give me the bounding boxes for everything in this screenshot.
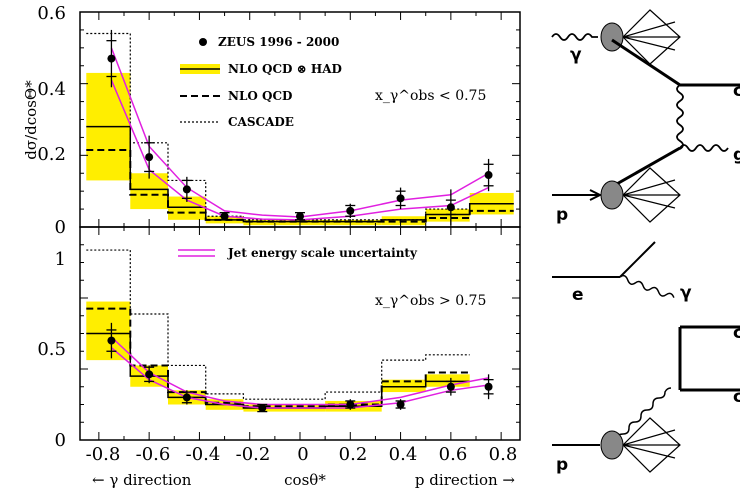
proton-remnant-blob-2: [600, 430, 624, 460]
data-point-L-3: [258, 404, 267, 413]
data-point-L-5: [396, 400, 405, 409]
legend-nlohad: NLO QCD ⊗ HAD: [228, 62, 342, 76]
data-point-L-1: [145, 370, 154, 379]
legend-cascade: CASCADE: [228, 115, 294, 129]
data-point-L-2: [182, 393, 191, 402]
p-direction-label: p direction →: [415, 471, 516, 489]
x-tick-1: -0.6: [136, 444, 171, 465]
lower-panel: 1 0.5 0 Jet energy scale uncertainty x_γ…: [37, 226, 521, 451]
gluon-exchange: [676, 84, 684, 150]
legend-jes: Jet energy scale uncertainty: [227, 246, 418, 260]
proton-remnant-blob: [600, 180, 624, 210]
hist-cascade-L: [86, 249, 470, 400]
data-point-U-3: [220, 212, 229, 221]
x-tick-6: 0.4: [389, 444, 418, 465]
x-tick-3: -0.2: [236, 444, 271, 465]
x-axis-label: cosθ*: [284, 471, 326, 489]
y-tick-lower-2: 0: [55, 430, 66, 451]
legend-marker-zeus: [199, 38, 207, 46]
x-tick-2: -0.4: [186, 444, 221, 465]
gamma-label-2: γ: [680, 283, 692, 303]
g-label: g: [733, 145, 740, 165]
c-label-2: c: [733, 323, 740, 343]
photon-remnant-jets: [622, 9, 681, 65]
band-bin-U-7: [425, 209, 470, 222]
data-point-U-1: [145, 153, 154, 162]
y-tick-upper-1: 0.4: [37, 79, 66, 100]
jes-line-upper-L: [110, 336, 489, 406]
legend-nlo: NLO QCD: [228, 89, 292, 103]
gluon-out: [679, 144, 729, 152]
data-point-L-4: [346, 400, 355, 409]
jes-line-upper-U: [110, 47, 489, 218]
legend-zeus: ZEUS 1996 - 2000: [218, 35, 339, 49]
e-label: e: [572, 285, 584, 305]
band-bin-U-2: [168, 196, 206, 220]
upper-panel: 0.6 0.4 0.2 0 dσ/dcosΘ* ZEUS 1996 - 2000…: [22, 3, 521, 238]
y-axis-label: dσ/dcosΘ*: [22, 80, 40, 160]
electron-line-out: [619, 241, 656, 278]
data-point-U-7: [446, 203, 455, 212]
feynman-diagram-direct: e γ c c̄ p: [552, 241, 740, 475]
band-bin-L-6: [381, 379, 426, 393]
x-tick-7: 0.6: [439, 444, 468, 465]
proton-remnant-jets-2: [622, 417, 681, 473]
exchanged-photon: [619, 274, 675, 298]
proton-remnant-jets: [622, 167, 681, 223]
gamma-label: γ: [570, 45, 582, 65]
data-point-U-5: [346, 206, 355, 215]
data-point-U-4: [296, 212, 304, 221]
y-tick-upper-3: 0: [55, 217, 66, 238]
hist-nlo-had-U: [86, 125, 514, 223]
p-label-2: p: [556, 455, 568, 475]
gluon-in-line: [614, 146, 681, 187]
jes-line-lower-U: [110, 79, 489, 221]
p-label-1: p: [556, 205, 568, 225]
gamma-direction-label: ← γ direction: [92, 471, 192, 489]
annotation-lower: x_γ^obs > 0.75: [375, 293, 486, 309]
data-point-L-0: [107, 336, 116, 345]
annotation-upper: x_γ^obs < 0.75: [375, 88, 486, 104]
band-bin-L-0: [86, 301, 131, 361]
x-tick-5: 0.2: [339, 444, 368, 465]
data-point-U-8: [484, 171, 493, 180]
data-point-L-6: [446, 382, 455, 391]
y-tick-upper-0: 0.6: [37, 3, 66, 24]
x-tick-0: -0.8: [86, 444, 121, 465]
y-tick-upper-2: 0.2: [37, 144, 66, 165]
quark-line-upper: [611, 38, 681, 87]
band-bin-U-5: [325, 219, 382, 226]
x-tick-4: 0: [297, 444, 308, 465]
jes-line-lower-L: [110, 347, 489, 409]
x-tick-8: 0.8: [489, 444, 518, 465]
data-point-U-0: [107, 54, 116, 63]
proton-arrow: [589, 189, 603, 201]
x-tick-labels: -0.8 -0.6 -0.4 -0.2 0 0.2 0.4 0.6 0.8: [86, 444, 518, 465]
y-tick-lower-0: 1: [55, 249, 66, 270]
c-label: c: [733, 81, 740, 101]
gluon-in: [614, 387, 672, 441]
y-tick-lower-1: 0.5: [37, 339, 66, 360]
data-point-U-2: [182, 185, 191, 194]
photon-line: [551, 33, 598, 41]
data-point-U-6: [396, 194, 405, 203]
data-point-L-7: [484, 382, 493, 391]
cbar-label: c̄: [733, 387, 740, 407]
feynman-diagram-resolved: γ c g p: [551, 9, 740, 225]
